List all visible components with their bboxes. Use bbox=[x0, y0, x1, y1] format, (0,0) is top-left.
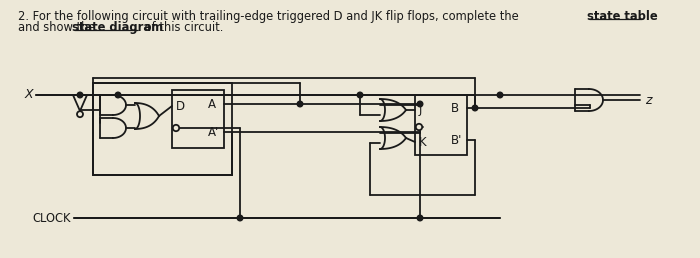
Text: J: J bbox=[419, 103, 422, 117]
Bar bbox=[172, 90, 224, 148]
Text: state table: state table bbox=[587, 10, 657, 23]
Text: K: K bbox=[419, 135, 426, 149]
Text: X: X bbox=[25, 88, 34, 101]
Text: D: D bbox=[176, 100, 185, 112]
Text: B: B bbox=[451, 101, 459, 115]
Text: and show the: and show the bbox=[18, 21, 99, 34]
Circle shape bbox=[237, 215, 243, 221]
Circle shape bbox=[173, 125, 179, 131]
Bar bbox=[415, 95, 467, 155]
Circle shape bbox=[473, 105, 478, 111]
Text: B': B' bbox=[451, 133, 463, 147]
Circle shape bbox=[416, 124, 422, 130]
Text: 2. For the following circuit with trailing-edge triggered D and JK flip flops, c: 2. For the following circuit with traili… bbox=[18, 10, 519, 23]
Text: of this circuit.: of this circuit. bbox=[141, 21, 223, 34]
Text: A: A bbox=[208, 98, 216, 110]
Text: z: z bbox=[645, 93, 652, 107]
Circle shape bbox=[357, 92, 363, 98]
Bar bbox=[93, 83, 232, 175]
Circle shape bbox=[77, 111, 83, 117]
Text: CLOCK: CLOCK bbox=[32, 212, 71, 224]
Circle shape bbox=[417, 215, 423, 221]
Circle shape bbox=[116, 92, 121, 98]
Circle shape bbox=[298, 101, 303, 107]
Text: A': A' bbox=[208, 125, 219, 139]
Circle shape bbox=[417, 101, 423, 107]
Circle shape bbox=[77, 92, 83, 98]
Text: state diagram: state diagram bbox=[72, 21, 163, 34]
Circle shape bbox=[497, 92, 503, 98]
